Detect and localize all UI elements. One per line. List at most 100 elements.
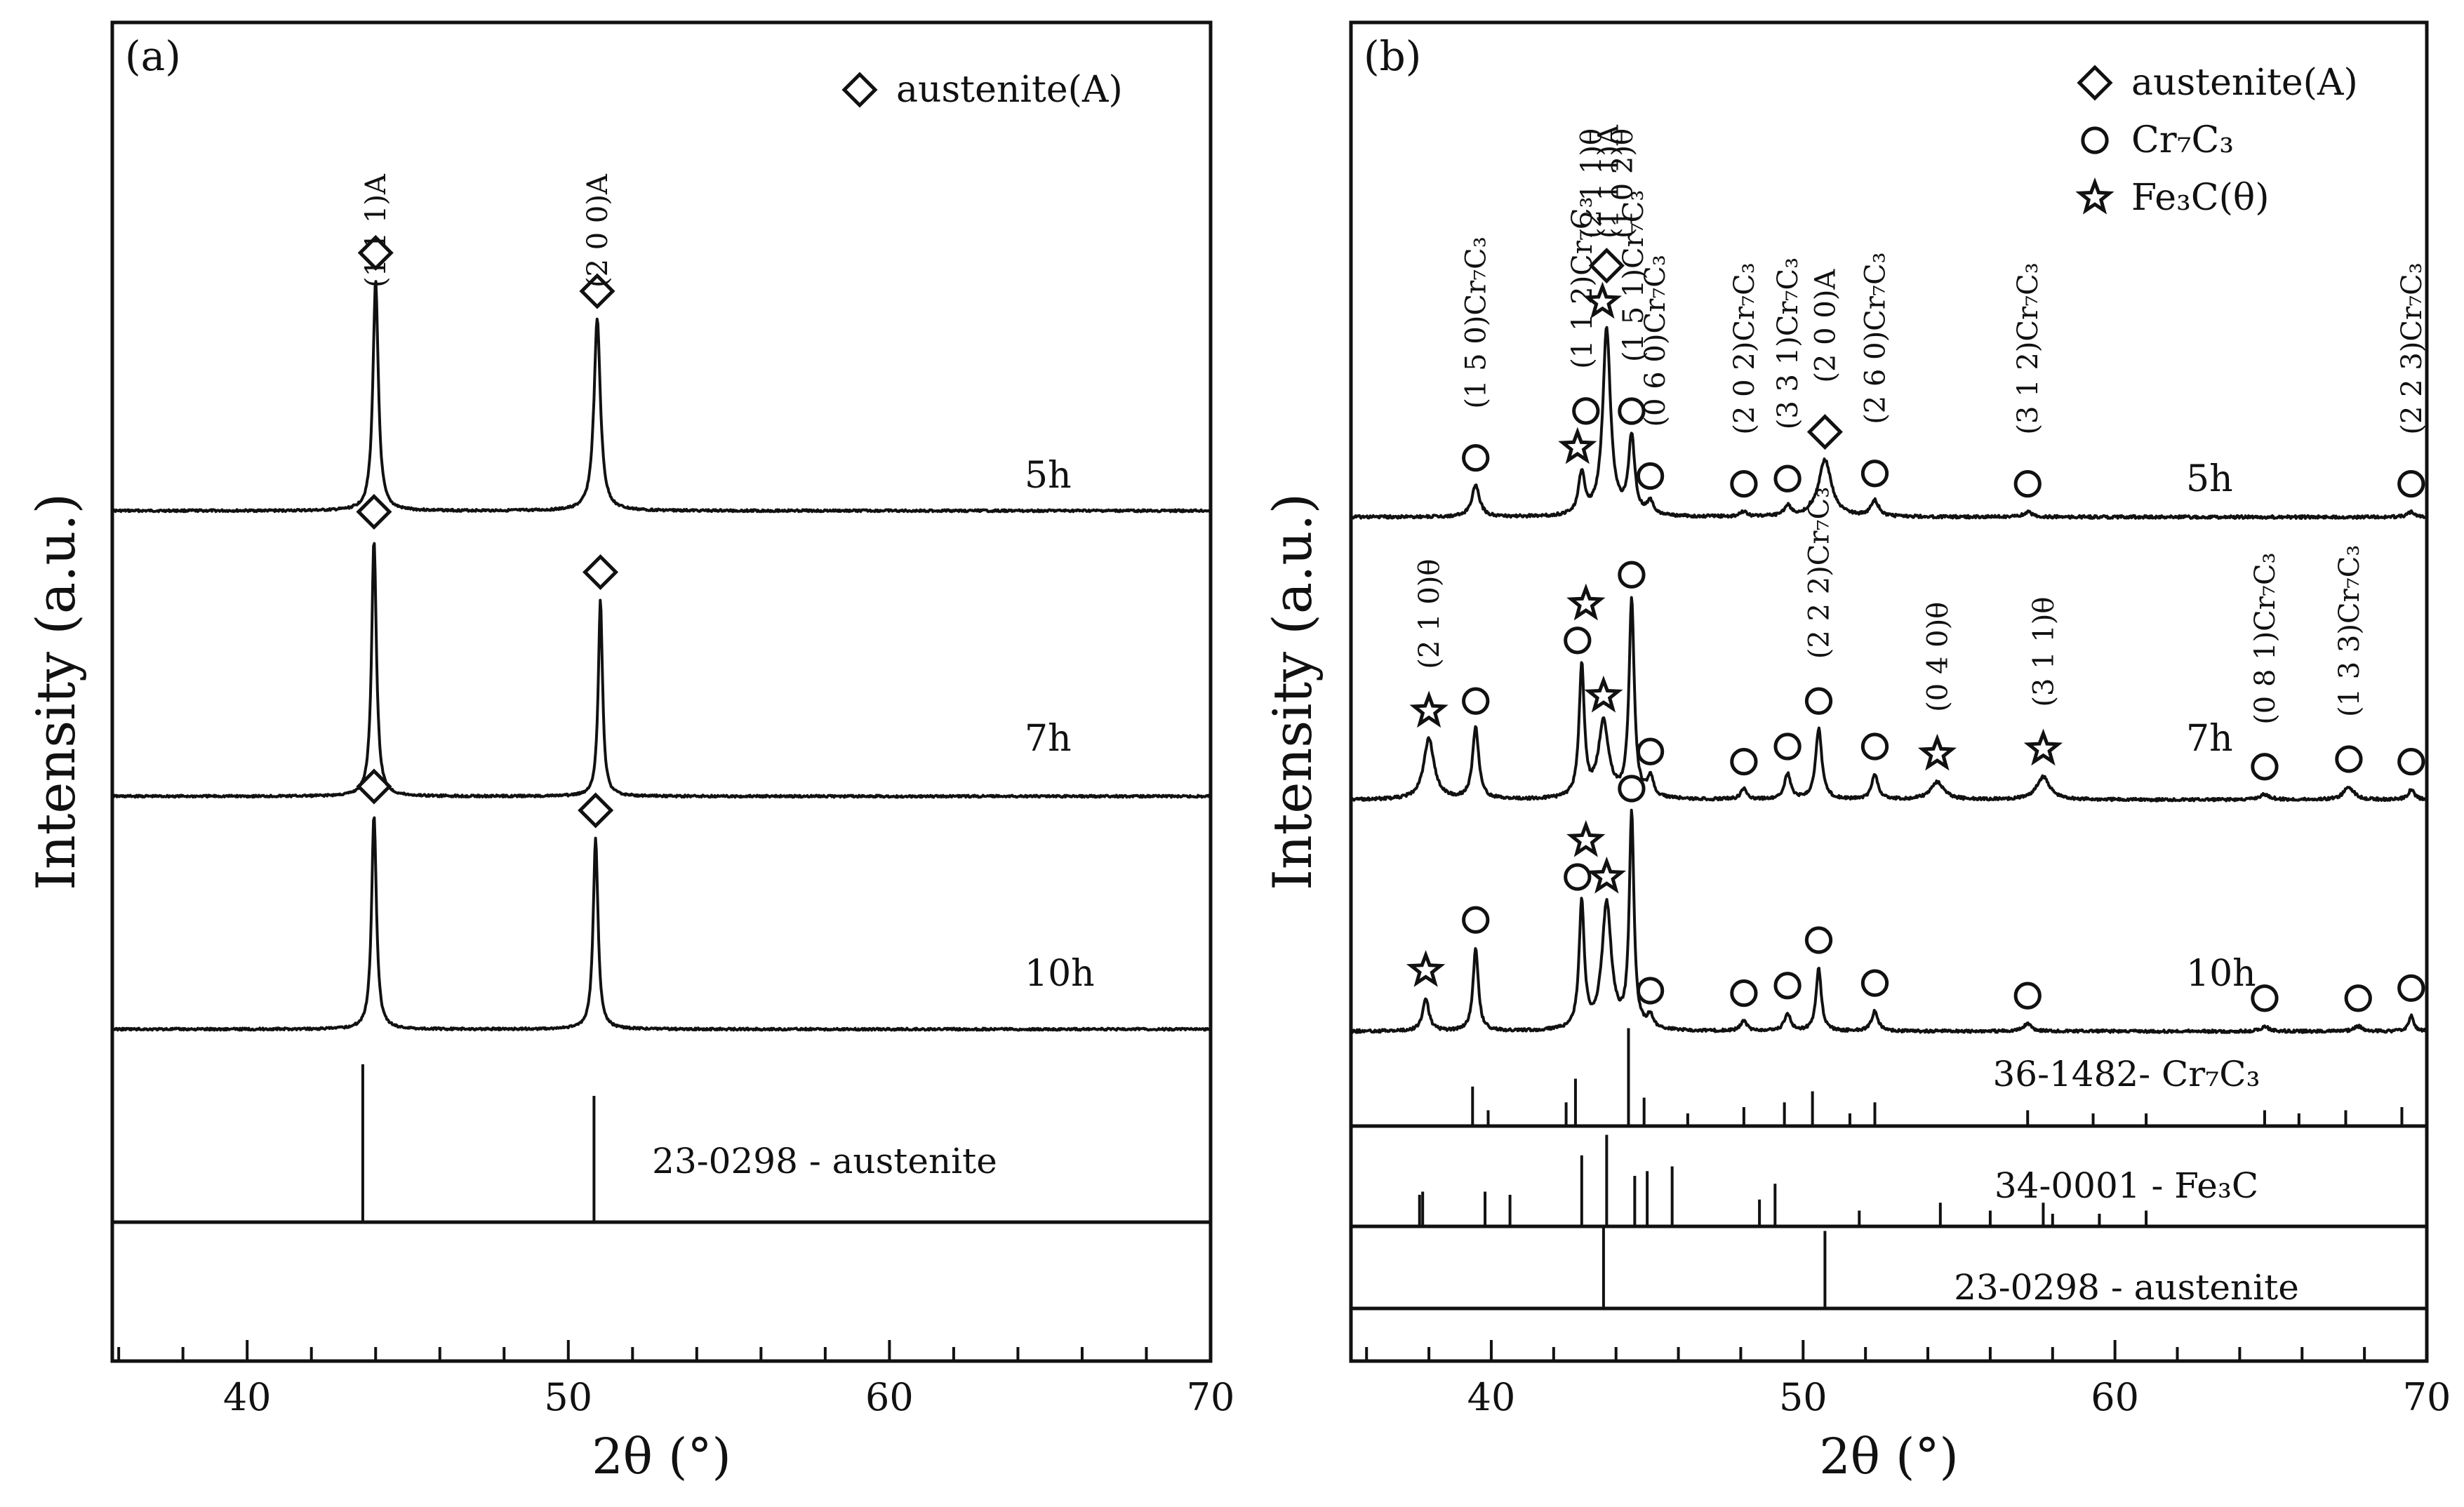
peak-index-label: (3 1 2)Cr₇C₃ — [2012, 262, 2044, 434]
cr7c3-circle-marker — [2251, 984, 2279, 1012]
cr7c3-circle-marker — [1804, 687, 1833, 715]
cr7c3-circle-marker — [1860, 732, 1889, 761]
x-tick-label: 50 — [544, 1375, 592, 1419]
x-tick-label: 70 — [2403, 1375, 2451, 1419]
peak-index-label: (1 1 2)Cr₇C₃ — [1566, 196, 1599, 368]
fe3c-star-marker — [2075, 177, 2115, 215]
peak-index-label: (3 1 1)θ — [2027, 597, 2060, 707]
peak-index-label: (2 6 0)Cr₇C₃ — [1860, 252, 1892, 424]
reference-label: 34-0001 - Fe₃C — [1994, 1165, 2258, 1206]
cr7c3-circle-marker — [1773, 732, 1802, 761]
cr7c3-circle-marker — [1618, 775, 1646, 803]
austenite-diamond-marker — [578, 792, 614, 829]
reference-label: 23-0298 - austenite — [652, 1141, 997, 1181]
peak-index-label: (2 1 0)θ — [1413, 559, 1446, 669]
cr7c3-circle-marker — [1564, 627, 1592, 655]
x-tick-label: 70 — [1187, 1375, 1235, 1419]
cr7c3-circle-marker — [1618, 561, 1646, 589]
peak-index-label: (2 2 2)Cr₇C₃ — [1804, 487, 1836, 659]
peak-index-label: (2 2 3)Cr₇C₃ — [2396, 262, 2428, 434]
trace-7h — [111, 542, 1212, 799]
cr7c3-circle-marker — [1730, 469, 1758, 498]
trace-5h — [112, 280, 1212, 514]
cr7c3-circle-marker — [2344, 984, 2372, 1012]
fe3c-star-marker — [1406, 950, 1446, 987]
fe3c-star-marker — [1558, 427, 1597, 464]
peak-index-label: (2 0 2)Cr₇C₃ — [1729, 262, 1761, 434]
legend-label: Cr₇C₃ — [2131, 119, 2234, 161]
legend-label: Fe₃C(θ) — [2131, 177, 2270, 219]
fe3c-star-marker — [1917, 733, 1957, 771]
cr7c3-circle-marker — [2397, 747, 2425, 776]
austenite-diamond-marker — [582, 554, 619, 591]
panel-a: (a) Intensity (a.u.) 2θ (°) 40 50 60 70 austeni… — [25, 20, 1235, 1485]
reference-label: 36-1482- Cr₇C₃ — [1992, 1054, 2260, 1094]
x-axis-label: 2θ (°) — [1819, 1428, 1959, 1485]
cr7c3-circle-marker — [2013, 469, 2042, 498]
cr7c3-circle-marker — [1773, 972, 1802, 1000]
fe3c-star-marker — [1409, 690, 1449, 728]
cr7c3-circle-marker — [1636, 737, 1665, 765]
austenite-diamond-marker — [357, 234, 394, 271]
trace-7h — [1350, 596, 2428, 803]
austenite-diamond-marker — [579, 273, 615, 309]
x-tick-label: 40 — [223, 1375, 272, 1419]
cr7c3-circle-marker — [2335, 745, 2363, 773]
x-axis-label: 2θ (°) — [592, 1428, 731, 1485]
cr7c3-circle-marker — [2397, 974, 2425, 1003]
austenite-diamond-marker — [1588, 248, 1625, 284]
austenite-diamond-marker — [2077, 65, 2113, 101]
trace-10h — [111, 816, 1211, 1032]
austenite-diamond-marker — [356, 768, 392, 805]
panel-b: (b) Intensity (a.u.) 2θ (°) 40 50 60 70 austeni… — [1261, 20, 2451, 1485]
x-tick-label: 40 — [1467, 1375, 1516, 1419]
peak-index-label: (3 3 1)Cr₇C₃ — [1772, 257, 1804, 429]
peak-index-label: (2 0 0)A — [582, 173, 614, 288]
curve-label: 10h — [1025, 953, 1095, 995]
y-axis-label: Intensity (a.u.) — [25, 493, 87, 890]
cr7c3-circle-marker — [1730, 979, 1758, 1007]
x-tick-label: 50 — [1779, 1375, 1827, 1419]
curve-label: 10h — [2186, 953, 2256, 995]
trace-5h — [1350, 326, 2428, 520]
cr7c3-circle-marker — [1636, 977, 1665, 1005]
peak-index-label: (0 4 0)θ — [1922, 602, 1954, 712]
cr7c3-circle-marker — [1730, 747, 1758, 776]
cr7c3-circle-marker — [1462, 906, 1490, 934]
y-axis-label: Intensity (a.u.) — [1261, 493, 1324, 890]
peak-index-label: (1 0 2)θ — [1607, 128, 1639, 239]
curve-label: 5h — [2186, 458, 2233, 500]
legend-label: austenite(A) — [2131, 62, 2358, 104]
fe3c-star-marker — [1587, 856, 1627, 894]
cr7c3-circle-marker — [2081, 126, 2109, 154]
legend-label: austenite(A) — [896, 69, 1123, 111]
curve-label: 7h — [2186, 718, 2233, 760]
panel-label: (a) — [125, 32, 181, 80]
cr7c3-circle-marker — [1572, 397, 1600, 425]
plot-frame — [1349, 20, 2429, 1363]
austenite-diamond-marker — [356, 493, 392, 530]
cr7c3-circle-marker — [1860, 460, 1889, 488]
cr7c3-circle-marker — [1860, 969, 1889, 997]
peak-index-label: (1 5 0)Cr₇C₃ — [1460, 236, 1493, 408]
peak-index-label: (1 1 1)A — [1593, 124, 1625, 239]
fe3c-star-marker — [1566, 583, 1606, 621]
austenite-diamond-marker — [841, 72, 878, 108]
cr7c3-circle-marker — [1564, 863, 1592, 891]
cr7c3-circle-marker — [2397, 469, 2425, 498]
peak-index-label: (1 3 3)Cr₇C₃ — [2333, 545, 2366, 717]
cr7c3-circle-marker — [1804, 926, 1833, 954]
cr7c3-circle-marker — [1636, 462, 1665, 490]
x-tick-label: 60 — [2091, 1375, 2139, 1419]
cr7c3-circle-marker — [1462, 687, 1490, 715]
cr7c3-circle-marker — [1773, 464, 1802, 493]
trace-10h — [1350, 808, 2428, 1034]
panel-label: (b) — [1364, 32, 1421, 80]
curve-label: 5h — [1025, 455, 1072, 497]
peak-index-label: (2 0 0)A — [1809, 269, 1842, 383]
x-tick-label: 60 — [865, 1375, 914, 1419]
peak-index-label: (0 6 0)Cr₇C₃ — [1639, 255, 1672, 427]
curve-label: 7h — [1025, 718, 1072, 760]
cr7c3-circle-marker — [2251, 753, 2279, 781]
